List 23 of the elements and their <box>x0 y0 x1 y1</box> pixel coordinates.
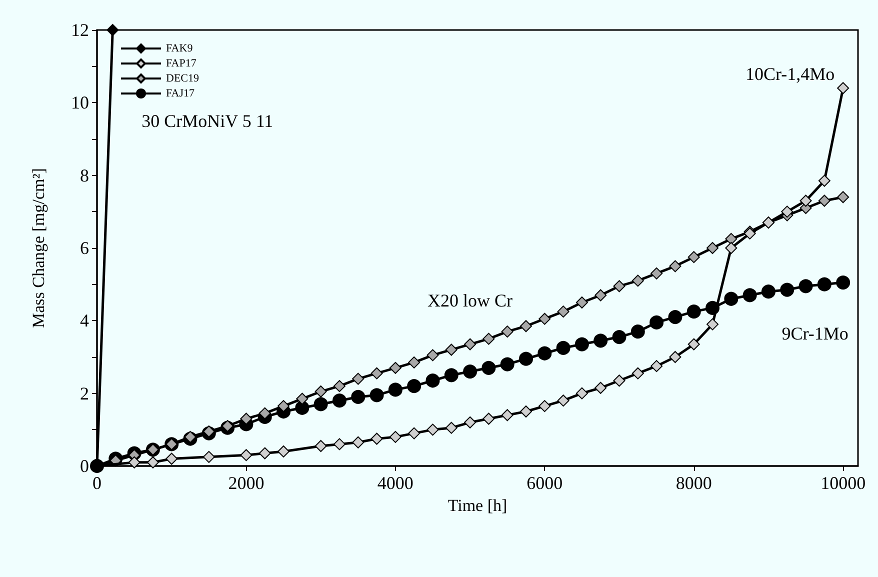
x-tick-label: 0 <box>92 473 102 493</box>
legend-label: FAJ17 <box>166 88 196 100</box>
y-tick-label: 4 <box>80 310 89 331</box>
y-tick-label: 2 <box>80 383 89 404</box>
y-tick-label: 0 <box>80 456 89 476</box>
annotation: 10Cr-1,4Mo <box>746 64 835 84</box>
legend-label: FAK9 <box>166 42 194 54</box>
y-tick-label: 12 <box>71 20 89 40</box>
legend-label: DEC19 <box>166 72 200 84</box>
x-tick-label: 4000 <box>377 473 414 493</box>
y-tick-label: 6 <box>80 238 89 258</box>
x-tick-label: 10000 <box>820 473 866 493</box>
annotation: 30 CrMoNiV 5 11 <box>142 110 274 131</box>
annotation: X20 low Cr <box>428 290 513 310</box>
annotation: 9Cr-1Mo <box>782 324 848 344</box>
y-tick-label: 10 <box>71 92 89 113</box>
x-tick-label: 8000 <box>676 473 712 493</box>
y-axis-title: Mass Change [mg/cm²] <box>29 168 48 328</box>
y-tick-label: 8 <box>80 165 89 186</box>
x-axis-title: Time [h] <box>448 496 508 515</box>
legend-label: FAP17 <box>166 58 197 70</box>
x-tick-label: 2000 <box>228 473 264 493</box>
x-tick-label: 6000 <box>526 473 563 493</box>
